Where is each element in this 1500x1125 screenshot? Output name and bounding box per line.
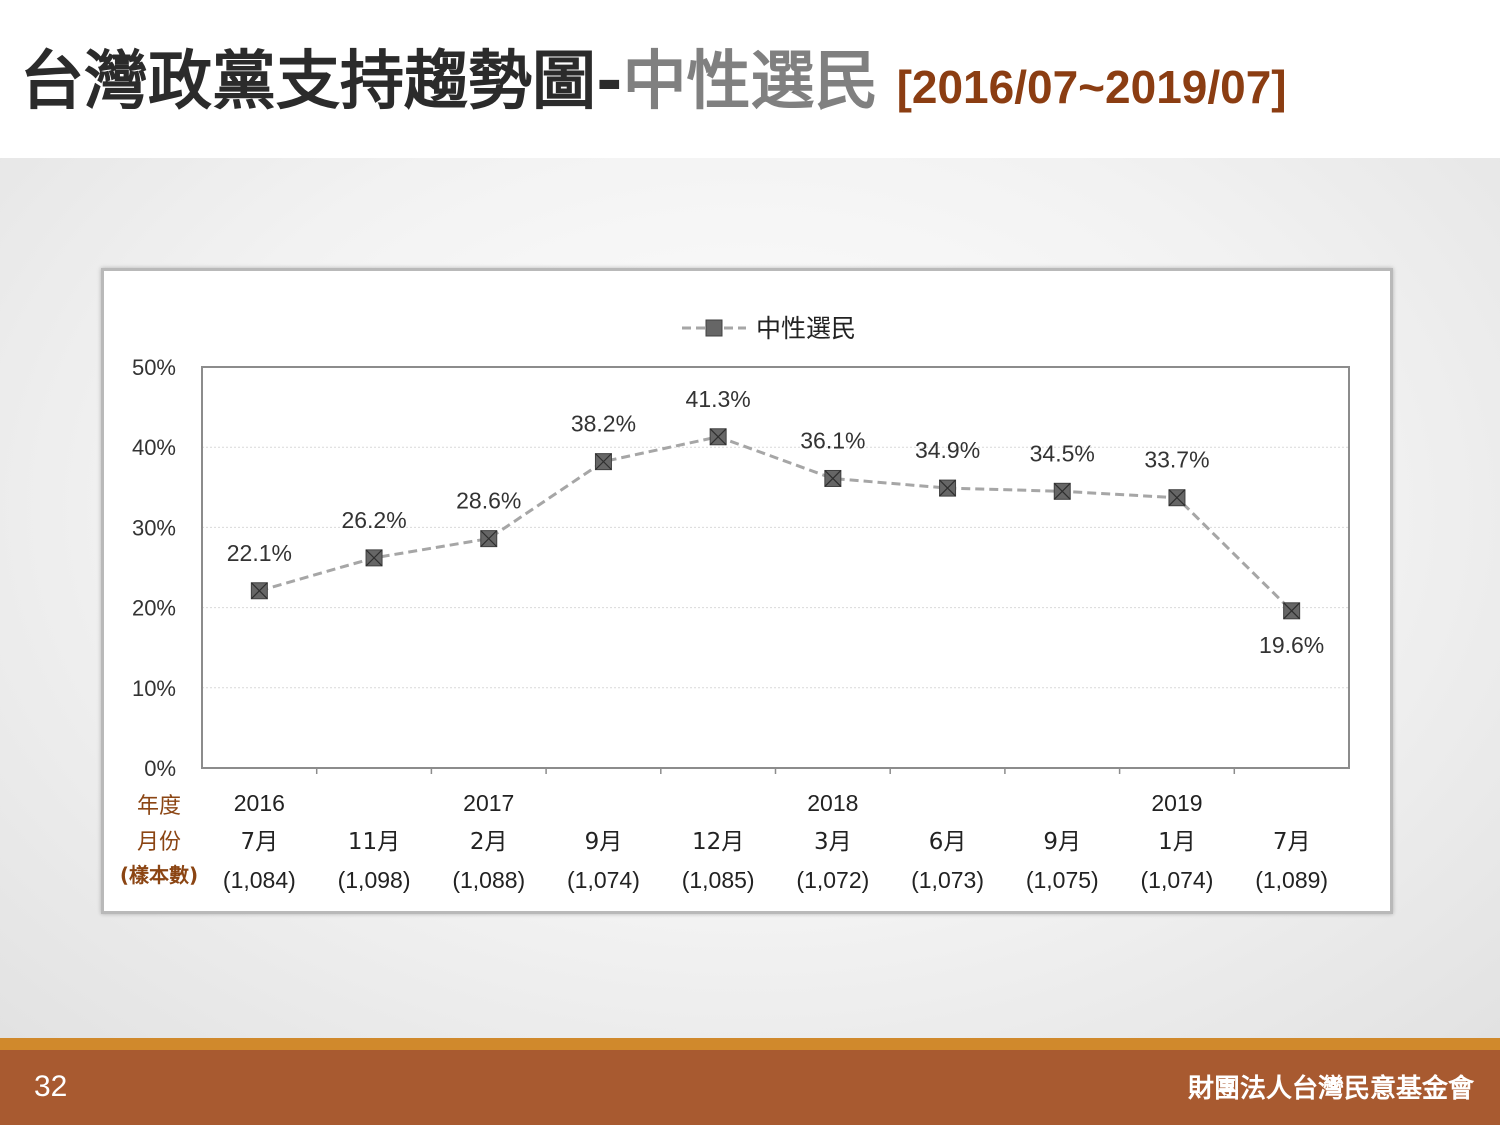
data-label: 34.9% xyxy=(915,437,980,463)
x-month-label: 1月 xyxy=(1158,829,1196,855)
y-tick-label: 40% xyxy=(132,435,176,460)
x-month-label: 3月 xyxy=(814,829,852,855)
data-point-cross xyxy=(595,453,612,471)
x-month-label: 9月 xyxy=(1043,829,1081,855)
x-sample-label: (1,073) xyxy=(911,867,984,893)
data-label: 19.6% xyxy=(1259,632,1324,658)
x-month-label: 7月 xyxy=(241,829,279,855)
data-label: 28.6% xyxy=(456,488,521,514)
data-point-cross xyxy=(824,470,842,487)
y-tick-label: 20% xyxy=(132,596,176,621)
x-sample-label: (1,089) xyxy=(1255,867,1328,893)
x-sample-label: (1,074) xyxy=(1141,867,1214,893)
x-sample-label: (1,072) xyxy=(796,867,869,893)
x-month-label: 6月 xyxy=(929,829,967,855)
x-month-label: 7月 xyxy=(1273,829,1311,855)
data-label: 38.2% xyxy=(571,411,636,437)
data-label: 41.3% xyxy=(686,386,751,412)
x-year-label: 2016 xyxy=(234,790,285,816)
title-date-range: [2016/07~2019/07] xyxy=(896,61,1287,113)
x-year-label: 2017 xyxy=(463,790,514,816)
x-sample-label: (1,075) xyxy=(1026,867,1099,893)
legend-label: 中性選民 xyxy=(756,314,856,343)
x-sample-label: (1,085) xyxy=(682,867,755,893)
title-bar: 台灣政黨支持趨勢圖-中性選民 [2016/07~2019/07] xyxy=(0,0,1500,158)
data-point-cross xyxy=(1283,602,1301,620)
title-main: 台灣政黨支持趨勢圖 xyxy=(20,45,596,119)
title-dash: - xyxy=(596,45,623,119)
x-month-label: 12月 xyxy=(692,829,744,855)
y-tick-label: 0% xyxy=(144,756,176,781)
footer-bar: 32 財團法人台灣民意基金會 xyxy=(0,1050,1500,1125)
y-tick-label: 10% xyxy=(132,676,176,701)
data-label: 33.7% xyxy=(1144,447,1209,473)
x-month-label: 11月 xyxy=(348,829,400,855)
page-number: 32 xyxy=(34,1070,68,1103)
data-label: 36.1% xyxy=(800,427,865,453)
data-point-cross xyxy=(1053,482,1071,500)
data-point-cross xyxy=(1168,489,1186,507)
footer-accent-line xyxy=(0,1038,1500,1050)
row-label-sample: (樣本數) xyxy=(120,863,198,887)
x-sample-label: (1,074) xyxy=(567,867,640,893)
x-month-label: 9月 xyxy=(585,829,623,855)
data-point-cross xyxy=(939,479,956,497)
data-point-cross xyxy=(709,428,727,446)
data-label: 26.2% xyxy=(341,507,406,533)
data-label: 34.5% xyxy=(1030,440,1095,466)
x-sample-label: (1,098) xyxy=(338,867,411,893)
data-label: 22.1% xyxy=(227,540,292,566)
x-sample-label: (1,088) xyxy=(452,867,525,893)
x-month-label: 2月 xyxy=(470,829,508,855)
organization-name: 財團法人台灣民意基金會 xyxy=(1187,1074,1474,1104)
x-sample-label: (1,084) xyxy=(223,867,296,893)
line-chart: 0% 10% 20% 30% 40% 50% 2016 7月 (1,084) 11月 (1,098)… xyxy=(120,314,1350,893)
row-label-month: 月份 xyxy=(137,830,181,855)
legend-marker xyxy=(705,319,723,337)
data-point-cross xyxy=(480,530,498,548)
x-year-label: 2018 xyxy=(807,790,858,816)
series-line xyxy=(258,435,1293,612)
row-label-year: 年度 xyxy=(137,794,181,819)
title-sub: 中性選民 xyxy=(622,45,879,119)
x-year-label: 2019 xyxy=(1151,790,1202,816)
chart-frame: 0% 10% 20% 30% 40% 50% 2016 7月 (1,084) 11月 (1,098)… xyxy=(101,268,1393,914)
y-tick-label: 50% xyxy=(132,355,176,380)
data-point-cross xyxy=(250,582,268,600)
page-title: 台灣政黨支持趨勢圖-中性選民 [2016/07~2019/07] xyxy=(20,30,1287,122)
y-tick-label: 30% xyxy=(132,515,176,540)
data-point-cross xyxy=(365,549,383,567)
plot-area-border xyxy=(201,366,1350,769)
